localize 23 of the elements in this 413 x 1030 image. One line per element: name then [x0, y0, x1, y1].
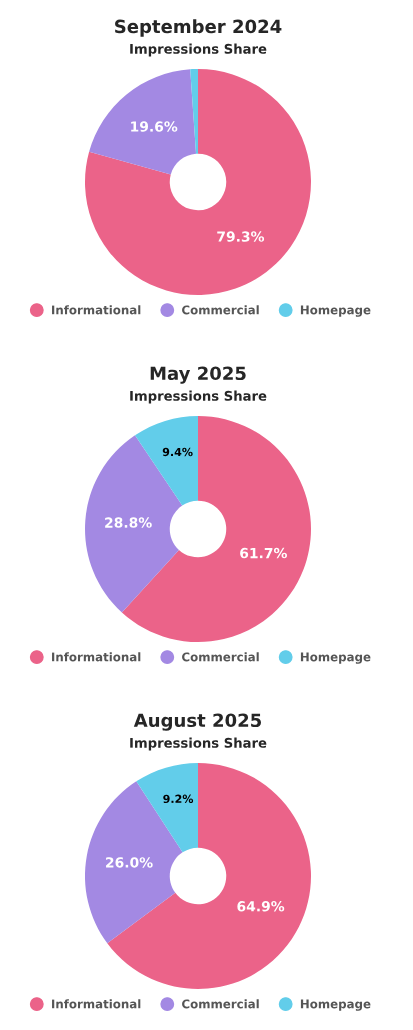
data-label: 28.8%	[105, 517, 152, 528]
legend-label: Homepage	[300, 305, 371, 317]
legend-label: Commercial	[182, 305, 259, 315]
chart-subtitle: Impressions Share	[130, 390, 267, 404]
legend-label: Homepage	[300, 999, 371, 1011]
legend-label: Commercial	[182, 999, 259, 1009]
data-label: 9.4%	[162, 447, 193, 457]
legend-label: Informational	[52, 305, 141, 315]
data-label: 9.2%	[163, 794, 194, 804]
data-label: 79.3%	[217, 231, 265, 242]
data-label: 19.6%	[131, 121, 178, 132]
data-label: 26.0%	[106, 857, 153, 868]
data-label: 61.7%	[240, 547, 287, 559]
chart-title: September 2024	[115, 19, 282, 37]
legend-label: Informational	[52, 652, 141, 662]
data-label: 64.9%	[237, 901, 285, 912]
legend-label: Commercial	[182, 652, 259, 662]
chart-title: May 2025	[150, 366, 246, 384]
chart-title: August 2025	[133, 713, 261, 731]
legend-label: Homepage	[300, 652, 371, 664]
legend-label: Informational	[52, 999, 141, 1009]
chart-subtitle: Impressions Share	[130, 43, 267, 57]
chart-subtitle: Impressions Share	[130, 737, 267, 751]
